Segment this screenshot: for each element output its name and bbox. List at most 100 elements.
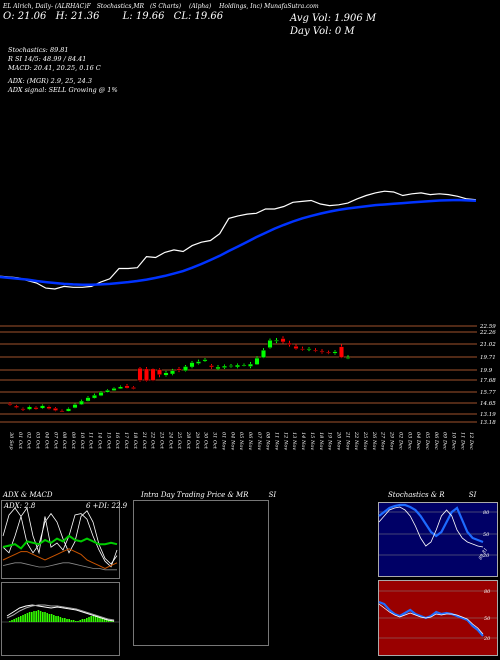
macd-hist-bar — [110, 621, 112, 622]
candle-body — [274, 340, 279, 342]
date-label: 08 Nov — [265, 432, 271, 450]
candle-body — [235, 364, 240, 368]
header-t1: EL Alrich, Daily- — [3, 3, 53, 10]
date-label: 20 Nov — [335, 431, 341, 450]
candle-body — [66, 408, 71, 412]
candle-body — [332, 351, 338, 354]
candle-body — [202, 359, 208, 362]
macd-hist-bar — [37, 610, 40, 622]
price-level-label: 17.68 — [480, 378, 496, 384]
macd-hist-bar — [24, 614, 26, 622]
header-t5: (Alpha) — [188, 3, 212, 10]
candle-body — [137, 368, 143, 381]
candle-body — [267, 340, 273, 348]
candle-body — [40, 405, 45, 409]
macd-hist-bar — [28, 612, 31, 622]
date-label: 14 Nov — [300, 432, 306, 450]
stoch-tick-label: 50 — [483, 532, 490, 538]
macd-hist-bar — [13, 619, 15, 622]
candle-body — [170, 370, 175, 375]
macd-hist-bar — [105, 619, 108, 622]
stoch-value-label: 89.81 — [478, 547, 490, 561]
date-label: 06 Dec — [433, 432, 439, 450]
candle-body — [72, 404, 78, 409]
price-level-label: 15.77 — [480, 390, 496, 396]
date-label: 14 Oct — [97, 432, 103, 450]
macd-line — [6, 604, 115, 622]
macd-hist-bar — [101, 618, 103, 622]
date-label: 31 Oct — [212, 432, 218, 450]
rsi-pane: 80 50 20 — [378, 580, 498, 656]
macd-hist-bar — [79, 620, 81, 622]
candle-body — [124, 385, 130, 389]
macd-hist-bar — [44, 612, 46, 622]
candle-body — [105, 390, 110, 393]
date-label: 04 Dec — [415, 432, 421, 450]
date-label: 10 Oct — [79, 432, 85, 450]
high-value: H: 21.36 — [55, 11, 100, 22]
macd-hist-bar — [53, 615, 55, 622]
macd-hist-bar — [59, 617, 62, 622]
date-label: 27 Nov — [380, 431, 386, 450]
intraday-pane — [133, 500, 269, 646]
candle-body — [261, 349, 266, 358]
adx-pane — [1, 500, 120, 579]
macd-hist-bar — [68, 619, 70, 622]
macd-hist-bar — [83, 619, 86, 622]
macd-hist-bar — [20, 616, 22, 622]
date-label: 01 Nov — [220, 432, 226, 450]
macd-hist-bar — [86, 618, 88, 622]
candle-body — [339, 346, 344, 358]
date-label: 06 Nov — [247, 432, 253, 450]
stochastics-value: Stochastics: 89.81 — [8, 46, 69, 54]
macd-hist-bar — [66, 619, 68, 622]
candle-body — [144, 368, 149, 382]
candle-body — [241, 364, 247, 367]
macd-hist-bar — [17, 617, 20, 622]
date-label: 10 Dec — [451, 432, 457, 450]
candle-body — [183, 366, 188, 372]
date-label: 04 Nov — [229, 432, 235, 450]
open-value: O: 21.06 — [3, 11, 47, 22]
macd-hist-bar — [81, 619, 84, 622]
macd-hist-bar — [70, 620, 73, 622]
stoch-title-text: Stochastics & R — [388, 491, 445, 499]
candle-body — [46, 406, 52, 409]
rsi-white-line — [378, 603, 484, 635]
price-level-label: 22.59 — [479, 324, 496, 330]
date-label: 02 Dec — [397, 432, 403, 450]
header-t2: (ALRHAC)F — [54, 3, 91, 10]
adx-pane-right: 6 +DI: 22.9 — [86, 502, 128, 510]
macd-hist-bar — [15, 618, 18, 622]
date-label: 19 Nov — [327, 432, 333, 450]
date-label: 23 Oct — [158, 431, 164, 450]
header-t6: Holdings, Inc) MunafaSutra.com — [219, 3, 319, 10]
stoch-tick-label: 20 — [482, 553, 490, 559]
header-t4: (S Charts) — [149, 3, 182, 10]
price-level-label: 13.18 — [480, 420, 496, 426]
intraday-title: Intra Day Trading Price & MR SI — [141, 491, 276, 499]
date-label: 04 Oct — [43, 432, 49, 450]
price-level-label: 19.71 — [480, 355, 496, 361]
date-label: 25 Oct — [176, 431, 182, 450]
date-label: 05 Dec — [424, 432, 430, 450]
candle-body — [14, 405, 19, 408]
macd-hist-bar — [99, 617, 101, 622]
price-level-label: 13.19 — [480, 412, 496, 418]
stoch-si: SI — [468, 491, 477, 499]
candle-body — [111, 388, 117, 391]
header-line-1: EL Alrich, Daily- (ALRHAC)F Stochastics,… — [3, 3, 319, 10]
price-level-label: 22.26 — [479, 330, 496, 336]
si-value: R SI 14/5: 48.99 / 84.41 — [8, 55, 87, 63]
candle-body — [326, 351, 331, 354]
candle-body — [306, 348, 312, 350]
date-label: 30 Oct — [203, 432, 209, 450]
rsi-blue-line — [378, 600, 484, 637]
candle-body — [313, 349, 318, 352]
ma-short-line — [0, 190, 477, 290]
macd-hist-bar — [22, 615, 24, 622]
intraday-title-text: Intra Day Trading Price & MR — [141, 491, 249, 499]
candle-body — [33, 407, 39, 410]
